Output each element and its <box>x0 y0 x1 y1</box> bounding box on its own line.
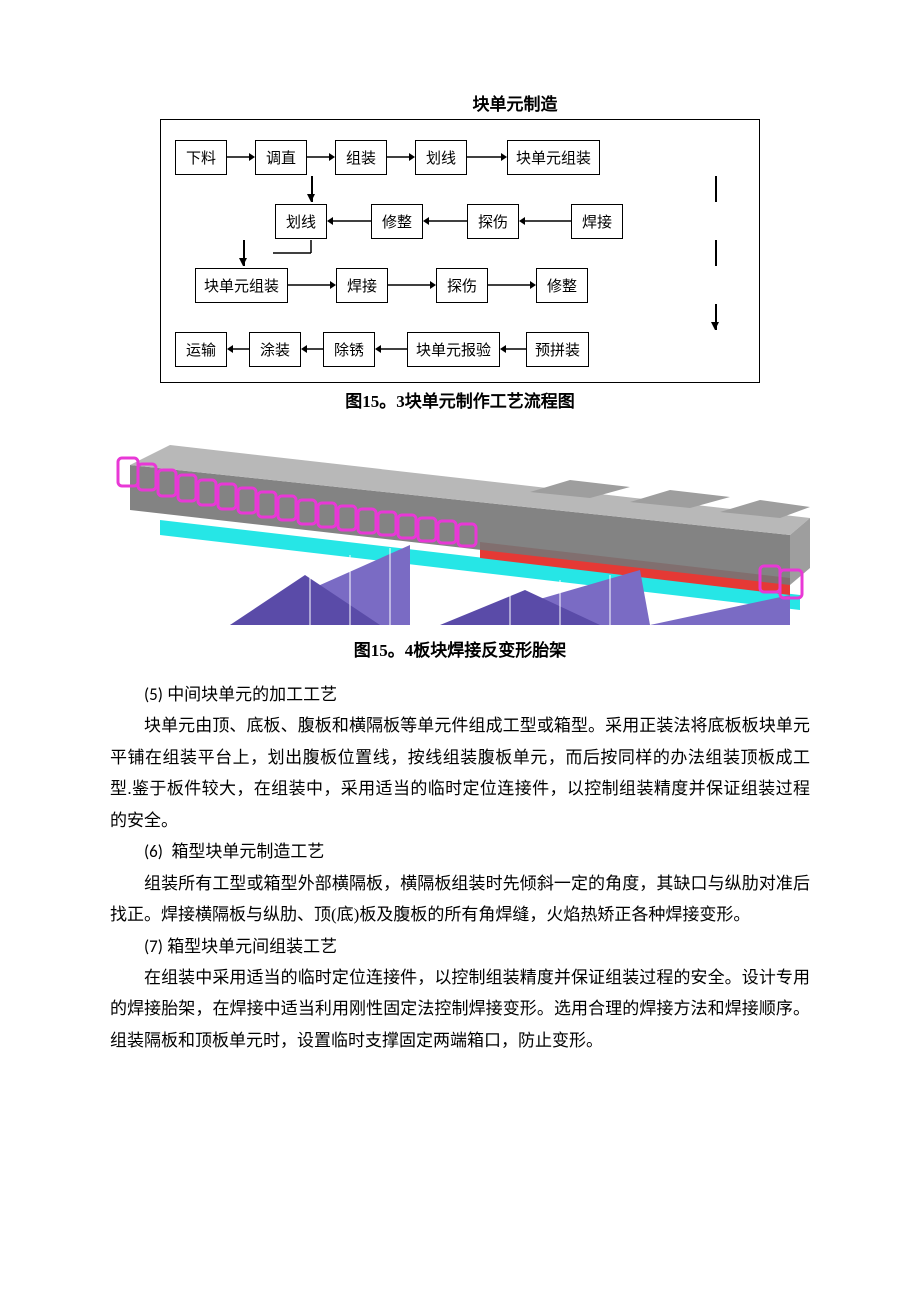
flow-box: 划线 <box>275 204 327 239</box>
flow-box: 调直 <box>255 140 307 175</box>
render-caption: 图15。4板块焊接反变形胎架 <box>110 636 810 661</box>
arrow-left-icon <box>519 215 571 227</box>
arrow-right-icon <box>467 151 507 163</box>
flow-box: 下料 <box>175 140 227 175</box>
flow-row-1: 下料 调直 组装 划线 块单元组装 <box>175 138 745 176</box>
flow-box: 划线 <box>415 140 467 175</box>
section-title: 中间块单元的加工工艺 <box>167 685 337 704</box>
section-title: 箱型块单元间组装工艺 <box>167 937 337 956</box>
section-5-body: 块单元由顶、底板、腹板和横隔板等单元件组成工型或箱型。采用正装法将底板板块单元平… <box>110 710 810 836</box>
render-figure-154 <box>110 430 810 630</box>
flow-box: 运输 <box>175 332 227 367</box>
section-title: 箱型块单元制造工艺 <box>171 842 324 861</box>
arrow-right-icon <box>388 279 436 291</box>
flow-box: 涂装 <box>249 332 301 367</box>
arrow-left-icon <box>423 215 467 227</box>
section-6-body: 组装所有工型或箱型外部横隔板，横隔板组装时先倾斜一定的角度，其缺口与纵肋对准后找… <box>110 868 810 931</box>
arrow-right-icon <box>288 279 336 291</box>
arrow-right-icon <box>488 279 536 291</box>
flow-row-4: 运输 涂装 除锈 块单元报验 预拼装 <box>175 330 745 368</box>
section-6-heading: (6) 箱型块单元制造工艺 <box>110 836 810 867</box>
section-7-heading: (7) 箱型块单元间组装工艺 <box>110 931 810 962</box>
flow-box: 块单元报验 <box>407 332 500 367</box>
flow-box: 修整 <box>536 268 588 303</box>
flow-box: 块单元组装 <box>195 268 288 303</box>
arrow-left-icon <box>327 215 371 227</box>
section-5-heading: (5) 中间块单元的加工工艺 <box>110 679 810 710</box>
flowchart-caption: 图15。3块单元制作工艺流程图 <box>110 387 810 412</box>
flow-box: 除锈 <box>323 332 375 367</box>
flow-box: 焊接 <box>336 268 388 303</box>
arrow-left-icon <box>500 343 526 355</box>
body-text: (5) 中间块单元的加工工艺 块单元由顶、底板、腹板和横隔板等单元件组成工型或箱… <box>110 679 810 1056</box>
flow-box: 预拼装 <box>526 332 589 367</box>
arrow-left-icon <box>375 343 407 355</box>
flow-row-2: 划线 修整 探伤 焊接 <box>175 202 745 240</box>
arrow-right-icon <box>227 151 255 163</box>
flowchart-container: 下料 调直 组装 划线 块单元组装 划线 修整 探伤 焊接 块单元组装 焊接 探… <box>160 119 760 383</box>
flow-box: 探伤 <box>467 204 519 239</box>
flow-box: 探伤 <box>436 268 488 303</box>
arrow-left-icon <box>301 343 323 355</box>
arrow-right-icon <box>387 151 415 163</box>
flowchart-title: 块单元制造 <box>220 90 810 115</box>
section-number: (5) <box>144 684 163 705</box>
flow-box: 焊接 <box>571 204 623 239</box>
vertical-connector <box>175 304 745 330</box>
vertical-connector <box>175 240 745 266</box>
arrow-right-icon <box>307 151 335 163</box>
arrow-left-icon <box>227 343 249 355</box>
vertical-connector <box>175 176 745 202</box>
section-7-body: 在组装中采用适当的临时定位连接件，以控制组装精度并保证组装过程的安全。设计专用的… <box>110 962 810 1056</box>
section-number: (7) <box>144 936 163 957</box>
flow-row-3: 块单元组装 焊接 探伤 修整 <box>175 266 745 304</box>
flow-box: 块单元组装 <box>507 140 600 175</box>
flow-box: 组装 <box>335 140 387 175</box>
section-number: (6) <box>144 841 163 862</box>
flow-box: 修整 <box>371 204 423 239</box>
